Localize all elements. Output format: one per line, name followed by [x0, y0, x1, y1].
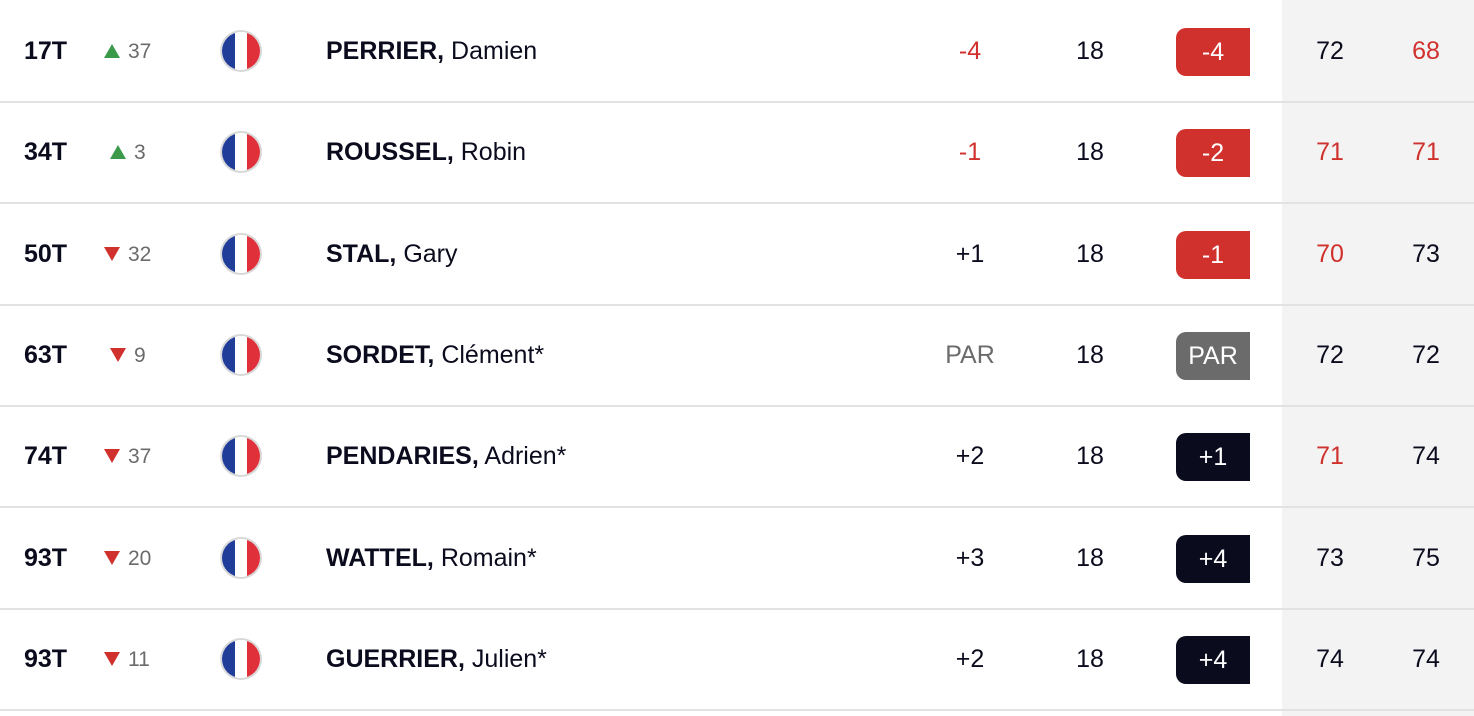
flag-icon	[222, 639, 260, 678]
movement-amount: 20	[128, 546, 152, 570]
total-score: PAR	[1176, 331, 1250, 380]
movement-arrow	[104, 651, 120, 666]
player-name[interactable]: PERRIER, Damien	[326, 2, 537, 101]
movement-amount: 32	[128, 242, 152, 266]
player-name[interactable]: STAL, Gary	[326, 205, 458, 304]
thru: 18	[1076, 340, 1104, 369]
player-name[interactable]: SORDET, Clément*	[326, 306, 544, 405]
movement-arrow	[104, 449, 120, 464]
last-name: GUERRIER,	[326, 644, 465, 673]
first-name: Julien*	[471, 644, 547, 673]
thru: 18	[1076, 239, 1104, 268]
round-score: 74	[1316, 644, 1344, 673]
player-row[interactable]: 93T 11 GUERRIER, Julien* +2 18 +4 74 74	[0, 610, 1474, 711]
first-name: Romain*	[440, 543, 537, 572]
total-score: +4	[1176, 635, 1250, 684]
total-score: -2	[1176, 129, 1250, 178]
first-name: Robin	[460, 138, 527, 167]
total-score: +4	[1176, 534, 1250, 583]
player-name[interactable]: WATTEL, Romain*	[326, 509, 537, 608]
position: 34T	[24, 138, 68, 167]
last-name: PERRIER,	[326, 37, 445, 65]
round-score: 72	[1412, 340, 1440, 369]
player-row[interactable]: 50T 32 STAL, Gary +1 18 -1 70 73	[0, 205, 1474, 306]
today-score: -4	[958, 37, 982, 65]
movement-arrow	[104, 44, 120, 58]
movement-amount: 37	[128, 445, 152, 469]
movement-amount: 11	[128, 647, 150, 671]
position: 17T	[24, 37, 68, 65]
round-score: 71	[1412, 138, 1440, 167]
player-name[interactable]: PENDARIES, Adrien*	[326, 407, 566, 506]
round-score: 71	[1316, 442, 1344, 471]
movement-arrow	[104, 246, 120, 261]
movement-amount: 37	[128, 40, 152, 63]
thru: 18	[1076, 543, 1104, 572]
round-score: 73	[1316, 543, 1344, 572]
today-score: PAR	[945, 340, 995, 369]
today-score: +2	[955, 442, 985, 471]
player-row[interactable]: 74T 37 PENDARIES, Adrien* +2 18 +1 71 74	[0, 407, 1474, 509]
today-score: -1	[958, 138, 982, 167]
first-name: Clément*	[441, 340, 545, 369]
player-row[interactable]: 93T 20 WATTEL, Romain* +3 18 +4 73 75	[0, 509, 1474, 610]
last-name: WATTEL,	[326, 543, 434, 572]
round-score: 74	[1412, 644, 1440, 673]
thru: 18	[1076, 644, 1104, 673]
position: 63T	[24, 340, 68, 369]
player-name[interactable]: ROUSSEL, Robin	[326, 103, 526, 202]
today-score: +1	[955, 239, 985, 268]
player-row[interactable]: 63T 9 SORDET, Clément* PAR 18 PAR 72 72	[0, 306, 1474, 407]
position: 74T	[24, 442, 68, 471]
thru: 18	[1076, 442, 1104, 471]
round-score: 70	[1316, 239, 1344, 268]
movement-arrow	[110, 145, 126, 160]
movement-arrow	[110, 347, 126, 362]
round-score: 68	[1412, 37, 1440, 65]
round-score: 71	[1316, 138, 1344, 167]
flag-icon	[222, 538, 260, 577]
round-score: 74	[1412, 442, 1440, 471]
round-score: 72	[1316, 37, 1344, 65]
flag-icon	[222, 133, 260, 172]
first-name: Gary	[403, 239, 458, 268]
round-score: 75	[1412, 543, 1440, 572]
total-score: +1	[1176, 433, 1250, 482]
player-row[interactable]: 17T 37 PERRIER, Damien -4 18 -4 72 68	[0, 2, 1474, 103]
flag-icon	[222, 437, 260, 476]
round-score: 72	[1316, 340, 1344, 369]
last-name: STAL,	[326, 239, 397, 268]
player-row[interactable]: 34T 3 ROUSSEL, Robin -1 18 -2 71 71	[0, 103, 1474, 205]
player-name[interactable]: GUERRIER, Julien*	[326, 610, 547, 709]
today-score: +3	[955, 543, 985, 572]
total-score: -4	[1176, 28, 1250, 76]
total-score: -1	[1176, 230, 1250, 279]
rounds-background	[1282, 0, 1474, 716]
movement-arrow	[104, 550, 120, 565]
first-name: Adrien*	[484, 442, 567, 471]
movement-amount: 3	[134, 141, 146, 165]
flag-icon	[222, 335, 260, 374]
position: 93T	[24, 644, 68, 673]
last-name: SORDET,	[326, 340, 435, 369]
movement-amount: 9	[134, 343, 146, 367]
position: 50T	[24, 239, 68, 268]
last-name: PENDARIES,	[326, 442, 479, 471]
position: 93T	[24, 543, 68, 572]
last-name: ROUSSEL,	[326, 138, 454, 167]
round-score: 73	[1412, 239, 1440, 268]
thru: 18	[1076, 138, 1104, 167]
first-name: Damien	[451, 37, 538, 65]
thru: 18	[1076, 37, 1104, 65]
flag-icon	[222, 234, 260, 273]
today-score: +2	[955, 644, 985, 673]
flag-icon	[222, 32, 260, 70]
